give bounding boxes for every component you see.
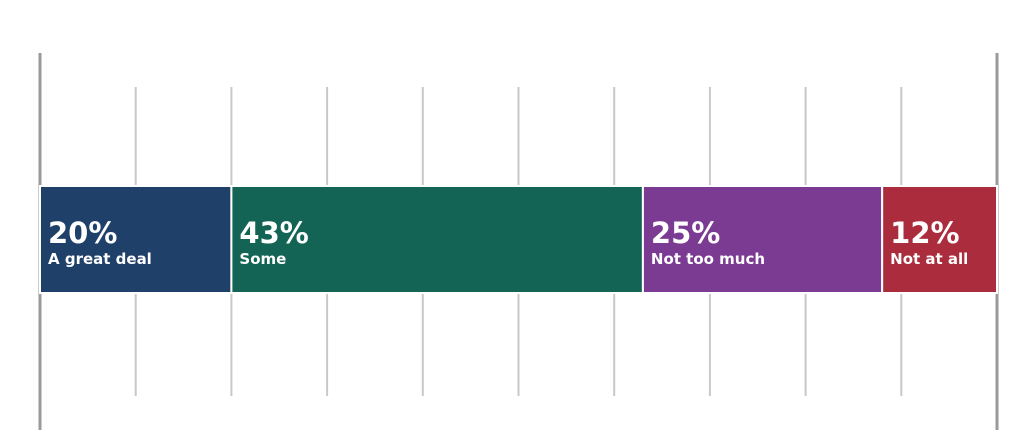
segment-label: Some <box>239 250 286 268</box>
bar-segment <box>39 185 233 294</box>
value-label: 12% <box>890 216 959 250</box>
value-label: 25% <box>651 216 720 250</box>
value-label: 20% <box>48 216 117 250</box>
segment-label: Not at all <box>890 250 968 268</box>
value-label: 43% <box>239 216 308 250</box>
bar-segment <box>881 185 998 294</box>
bar-segment <box>641 185 884 294</box>
segment-label: Not too much <box>651 250 765 268</box>
bar-segment <box>230 185 644 294</box>
segment-label: A great deal <box>48 250 152 268</box>
